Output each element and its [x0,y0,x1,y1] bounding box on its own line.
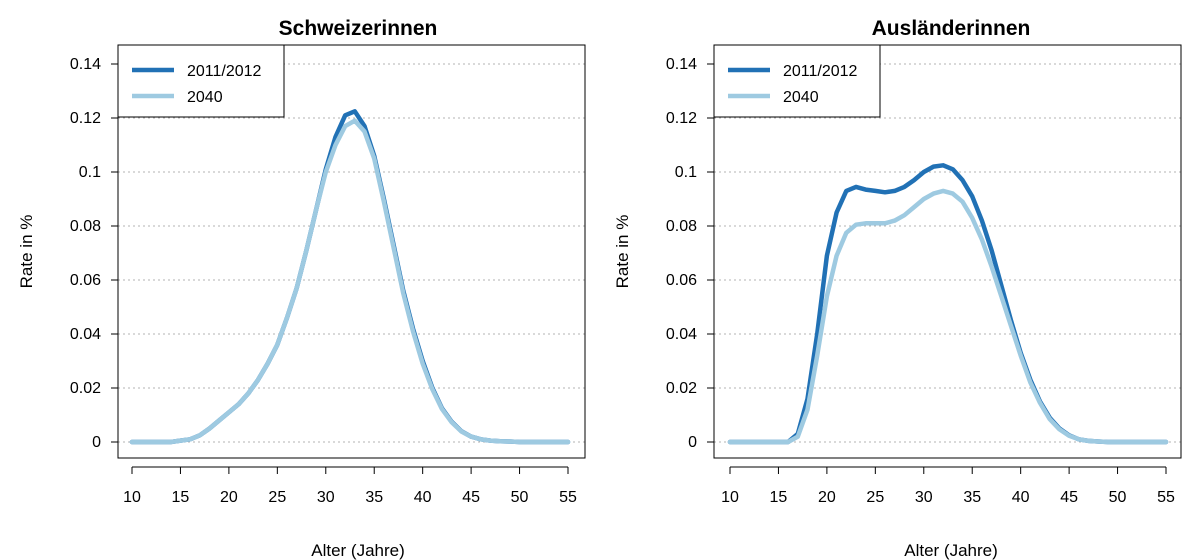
x-tick-label: 55 [559,489,577,506]
y-tick-label: 0.12 [70,110,101,127]
legend-label: 2040 [187,89,223,106]
x-tick-label: 45 [1060,489,1078,506]
y-tick-label: 0.02 [70,380,101,397]
legend: 2011/2012 2040 [713,44,881,118]
x-tick-label: 35 [963,489,981,506]
y-tick-label: 0.08 [666,218,697,235]
x-tick-label: 20 [818,489,836,506]
legend-label: 2011/2012 [783,63,858,80]
y-tick-label: 0.08 [70,218,101,235]
y-tick-label: 0.04 [70,326,101,343]
x-tick-label: 15 [770,489,788,506]
chart-title: Schweizerinnen [279,17,438,40]
y-tick-label: 0.1 [79,164,101,181]
x-tick-label: 30 [317,489,335,506]
series-line-light [129,118,571,445]
y-tick-label: 0.06 [666,272,697,289]
y-tick-label: 0 [92,434,101,451]
x-axis-title: Alter (Jahre) [904,541,998,560]
y-tick-label: 0.1 [675,164,697,181]
x-tick-label: 40 [414,489,432,506]
chart-panel-2: 0 0.02 0.04 0.06 0.08 0.1 0.12 0.14 10 15 20 25 30 35… [613,17,1182,560]
series-line-light [727,188,1169,445]
x-tick-label: 30 [915,489,933,506]
x-tick-label: 25 [268,489,286,506]
legend-box [713,44,881,118]
x-tick-label: 35 [365,489,383,506]
chart-title: Ausländerinnen [872,17,1031,40]
legend: 2011/2012 2040 [117,44,285,118]
x-tick-label: 15 [172,489,190,506]
x-tick-label: 10 [123,489,141,506]
y-tick-label: 0 [688,434,697,451]
x-tick-label: 25 [866,489,884,506]
x-tick-label: 45 [462,489,480,506]
legend-label: 2040 [783,89,819,106]
series-line-dark [727,163,1169,445]
y-tick-label: 0.14 [70,56,101,73]
x-tick-label: 10 [721,489,739,506]
series-line-dark [129,109,571,445]
chart-panel-1: 0 0.02 0.04 0.06 0.08 0.1 0.12 0.14 10 15 20 25 30 35… [17,17,586,560]
legend-box [117,44,285,118]
x-tick-label: 50 [1109,489,1127,506]
x-axis-title: Alter (Jahre) [311,541,405,560]
x-tick-label: 20 [220,489,238,506]
y-tick-label: 0.04 [666,326,697,343]
x-tick-label: 50 [511,489,529,506]
legend-label: 2011/2012 [187,63,262,80]
x-tick-label: 40 [1012,489,1030,506]
y-tick-label: 0.12 [666,110,697,127]
y-tick-label: 0.14 [666,56,697,73]
y-tick-label: 0.02 [666,380,697,397]
y-tick-label: 0.06 [70,272,101,289]
y-axis-title: Rate in % [613,215,632,289]
y-axis-title: Rate in % [17,215,36,289]
x-tick-label: 55 [1157,489,1175,506]
